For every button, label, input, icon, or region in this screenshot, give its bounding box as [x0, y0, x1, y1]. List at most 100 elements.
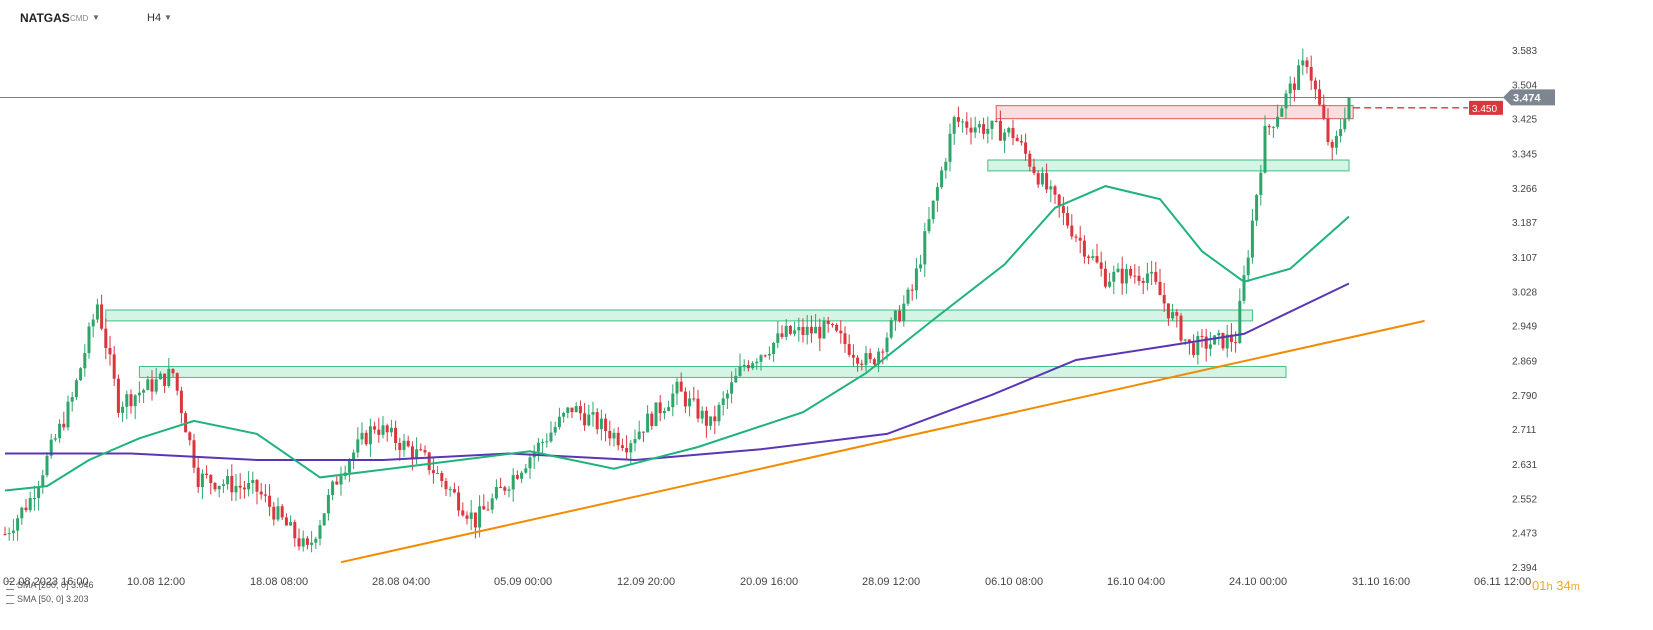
- candle-body: [1297, 65, 1301, 90]
- candle-body: [583, 413, 587, 426]
- candle-body: [347, 460, 351, 473]
- current-price-label: 3.474: [1513, 92, 1541, 104]
- candle-body: [1255, 194, 1259, 221]
- countdown-hours: 01: [1532, 578, 1547, 593]
- candle-body: [1271, 126, 1275, 128]
- candle-body: [1343, 119, 1347, 130]
- candle-body: [856, 357, 860, 364]
- candle-body: [1015, 138, 1019, 142]
- candle-body: [209, 475, 213, 483]
- legend-sma200-label: SMA [200, 0] 3.046: [17, 580, 94, 590]
- candle-body: [1309, 66, 1313, 81]
- candle-body: [1221, 332, 1225, 349]
- y-tick-label: 3.504: [1512, 80, 1537, 91]
- candle-body: [217, 485, 221, 490]
- candle-body: [1250, 220, 1254, 258]
- candle-body: [7, 533, 11, 535]
- candle-body: [415, 449, 419, 459]
- candle-body: [461, 510, 465, 516]
- candle-body: [469, 512, 473, 519]
- candle-body: [973, 127, 977, 133]
- candle-body: [507, 489, 511, 491]
- candle-body: [171, 368, 175, 374]
- candle-body: [373, 426, 377, 430]
- candle-body: [301, 538, 305, 547]
- candle-body: [776, 333, 780, 343]
- candle-body: [1204, 336, 1208, 349]
- current-price-badge: [1503, 89, 1555, 106]
- candle-body: [557, 416, 561, 428]
- symbol-label[interactable]: NATGAS: [20, 11, 70, 25]
- x-tick-label: 06.10 08:00: [985, 576, 1043, 588]
- candle-body: [755, 361, 759, 364]
- candle-body: [70, 397, 74, 402]
- candle-body: [961, 121, 965, 123]
- candle-body: [276, 506, 280, 520]
- y-tick-label: 2.869: [1512, 356, 1537, 367]
- candle-body: [683, 391, 687, 407]
- candle-body: [1276, 116, 1280, 127]
- candle-body: [931, 200, 935, 220]
- candle-body: [843, 333, 847, 345]
- candle-body: [1305, 60, 1309, 67]
- timeframe-selector[interactable]: H4: [147, 12, 162, 24]
- candle-body: [200, 473, 204, 488]
- candle-body: [1028, 153, 1032, 167]
- candle-body: [696, 398, 700, 419]
- y-tick-label: 2.711: [1512, 425, 1537, 436]
- candle-body: [196, 467, 200, 488]
- candle-body: [482, 506, 486, 510]
- candle-body: [940, 170, 944, 188]
- candle-body: [1196, 336, 1200, 356]
- candle-body: [721, 398, 725, 405]
- candle-body: [1116, 268, 1120, 272]
- candle-body: [381, 425, 385, 435]
- candle-body: [528, 457, 532, 469]
- candle-body: [1280, 108, 1284, 117]
- candle-body: [146, 379, 150, 391]
- y-tick-label: 2.473: [1512, 529, 1537, 540]
- x-tick-label: 24.10 00:00: [1229, 576, 1287, 588]
- candle-body: [49, 439, 53, 456]
- candle-body: [1133, 275, 1137, 277]
- candle-body: [167, 368, 171, 386]
- candle-body: [746, 364, 750, 369]
- candle-body: [305, 538, 309, 545]
- countdown-minutes-unit: m: [1570, 581, 1580, 593]
- candle-body: [95, 304, 99, 320]
- candle-body: [1229, 334, 1233, 343]
- y-tick-label: 3.187: [1512, 218, 1537, 229]
- candle-body: [427, 452, 431, 471]
- x-tick-label: 12.09 20:00: [617, 576, 675, 588]
- candle-body: [1175, 312, 1179, 316]
- candle-body: [637, 431, 641, 440]
- candle-body: [982, 124, 986, 134]
- chevron-down-icon[interactable]: ▼: [164, 13, 172, 22]
- candle-body: [37, 486, 41, 498]
- candle-body: [1322, 104, 1326, 119]
- candle-body: [41, 475, 45, 487]
- candle-body: [847, 344, 851, 355]
- candle-body: [1166, 303, 1170, 319]
- candle-body: [612, 432, 616, 439]
- candle-body: [499, 487, 503, 489]
- candle-body: [188, 432, 192, 441]
- candle-body: [448, 489, 452, 491]
- candle-body: [788, 325, 792, 334]
- candle-body: [1070, 225, 1074, 237]
- candle-body: [553, 427, 557, 433]
- candle-body: [1347, 97, 1351, 120]
- candle-body: [801, 326, 805, 336]
- candle-body: [230, 476, 234, 493]
- candle-body: [595, 412, 599, 430]
- chart-toolbar: NATGAS CMD ▼ H4 ▼: [0, 0, 1653, 34]
- candle-body: [205, 473, 209, 476]
- candle-body: [730, 382, 734, 394]
- candle-body: [335, 481, 339, 485]
- candle-body: [851, 354, 855, 358]
- candle-body: [45, 455, 49, 476]
- candle-body: [713, 416, 717, 422]
- candle-body: [226, 476, 230, 485]
- chevron-down-icon[interactable]: ▼: [92, 13, 100, 22]
